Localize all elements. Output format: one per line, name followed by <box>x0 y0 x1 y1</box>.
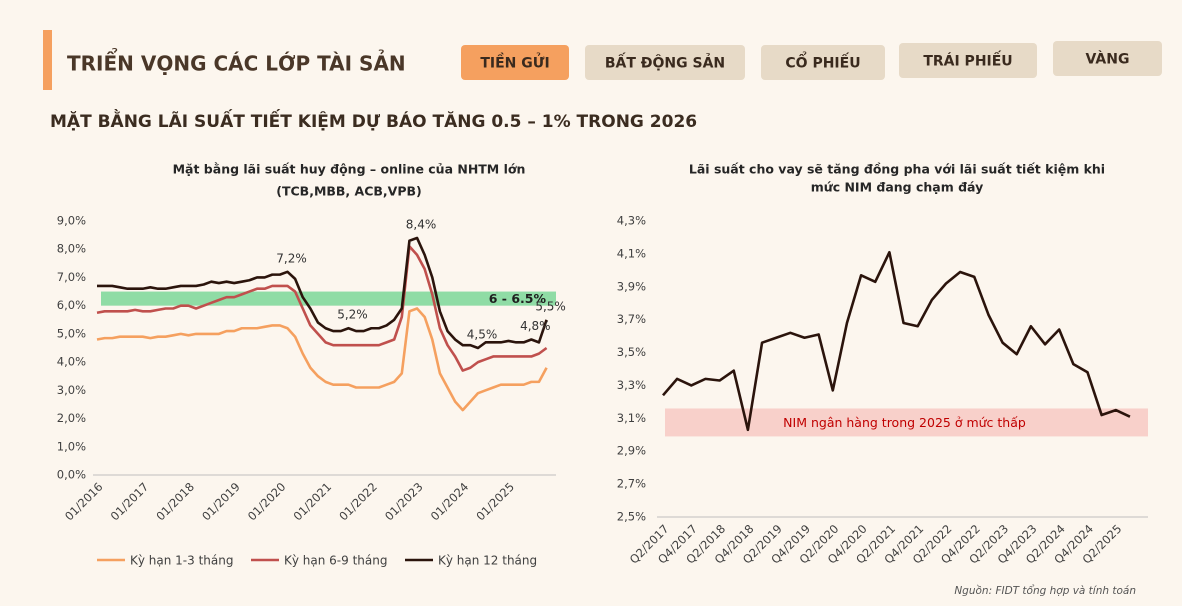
tab-label: CỔ PHIẾU <box>785 52 860 72</box>
series-line <box>97 236 548 350</box>
y-tick-label: 5,0% <box>57 326 86 340</box>
y-tick-label: 3,3% <box>617 378 646 392</box>
y-tick-label: 4,3% <box>617 214 646 228</box>
y-tick-label: 8,0% <box>57 242 86 256</box>
tab-background <box>899 43 1037 78</box>
chart-title: Mặt bằng lãi suất huy động – online của … <box>173 162 526 177</box>
source-note: Nguồn: FIDT tổng hợp và tính toán <box>954 584 1136 597</box>
y-tick-label: 3,0% <box>57 383 86 397</box>
accent-bar <box>43 30 52 90</box>
tab[interactable]: BẤT ĐỘNG SẢN <box>585 45 745 80</box>
data-label: 5,2% <box>337 308 368 322</box>
y-tick-label: 3,9% <box>617 279 646 293</box>
page-subtitle: MẶT BẰNG LÃI SUẤT TIẾT KIỆM DỰ BÁO TĂNG … <box>50 108 697 132</box>
tab[interactable]: CỔ PHIẾU <box>761 45 885 80</box>
series-line <box>662 250 1131 432</box>
data-label: 5,5% <box>535 299 566 313</box>
legend-label: Kỳ hạn 1-3 tháng <box>130 554 233 568</box>
chart-title: mức NIM đang chạm đáy <box>811 180 983 195</box>
data-label: 8,4% <box>406 217 437 231</box>
series-line <box>96 245 548 372</box>
y-tick-label: 0,0% <box>57 468 86 482</box>
y-tick-label: 2,0% <box>57 411 86 425</box>
data-label: 7,2% <box>276 251 307 265</box>
tab-background <box>1053 41 1162 76</box>
tab[interactable]: VÀNG <box>1053 41 1162 76</box>
tab[interactable]: TIỀN GỬI <box>461 45 569 80</box>
data-label: 4,8% <box>520 319 551 333</box>
chart-title: Lãi suất cho vay sẽ tăng đồng pha với lã… <box>689 162 1105 177</box>
tab[interactable]: TRÁI PHIẾU <box>899 43 1037 78</box>
tab-label: VÀNG <box>1086 51 1130 68</box>
y-tick-label: 2,5% <box>617 510 646 524</box>
series-line <box>96 307 548 412</box>
chart-title: (TCB,MBB, ACB,VPB) <box>276 184 421 199</box>
tab-background <box>461 45 569 80</box>
legend-label: Kỳ hạn 12 tháng <box>438 554 537 568</box>
legend-label: Kỳ hạn 6-9 tháng <box>284 554 387 568</box>
y-tick-label: 2,9% <box>617 444 646 458</box>
y-tick-label: 4,0% <box>57 355 86 369</box>
y-tick-label: 3,7% <box>617 312 646 326</box>
tab-label: TIỀN GỬI <box>480 53 549 72</box>
tab-label: TRÁI PHIẾU <box>923 51 1012 70</box>
y-tick-label: 1,0% <box>57 439 86 453</box>
y-tick-label: 9,0% <box>57 214 86 228</box>
band-label: 6 - 6.5% <box>489 291 547 306</box>
tab-label: BẤT ĐỘNG SẢN <box>605 52 725 72</box>
page-title: TRIỂN VỌNG CÁC LỚP TÀI SẢN <box>67 50 406 76</box>
band-label: NIM ngân hàng trong 2025 ở mức thấp <box>783 415 1026 430</box>
data-label: 4,5% <box>467 328 498 342</box>
tab-background <box>585 45 745 80</box>
y-tick-label: 2,7% <box>617 477 646 491</box>
y-tick-label: 3,5% <box>617 345 646 359</box>
y-tick-label: 6,0% <box>57 298 86 312</box>
y-tick-label: 3,1% <box>617 411 646 425</box>
tab-background <box>761 45 885 80</box>
y-tick-label: 4,1% <box>617 246 646 260</box>
y-tick-label: 7,0% <box>57 270 86 284</box>
